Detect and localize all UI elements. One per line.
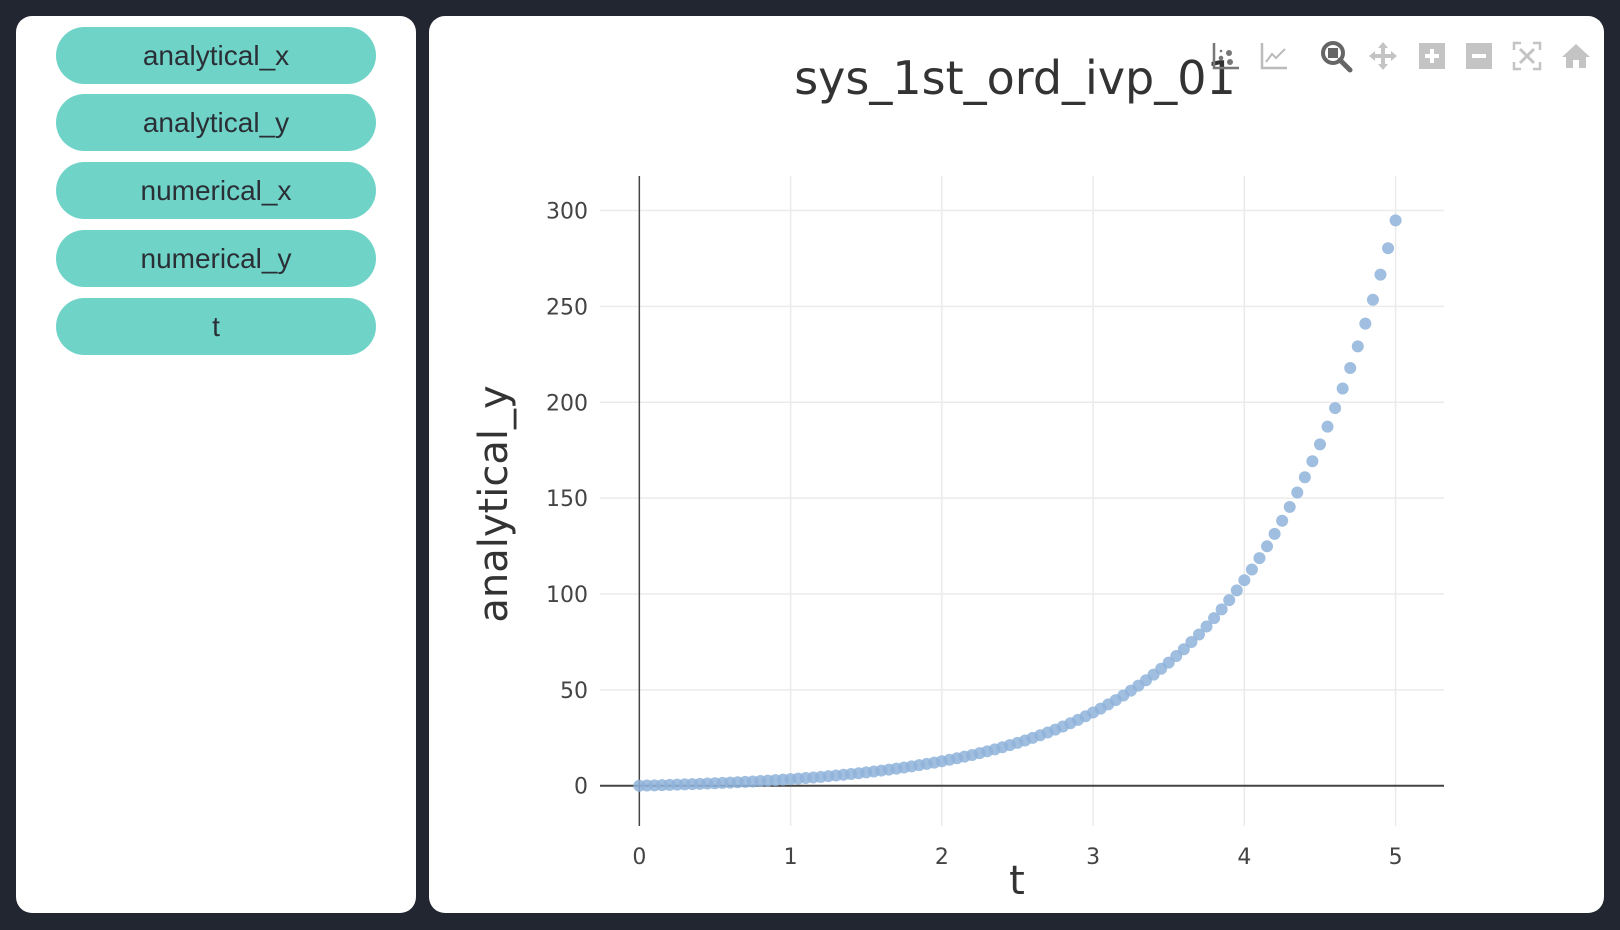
x-axis-label: t [1009,858,1025,904]
data-point [1329,402,1342,415]
variable-panel: analytical_x analytical_y numerical_x nu… [16,16,416,913]
x-tick-label: 3 [1086,845,1100,870]
plot-panel: 0 1 2 3 4 5 0 50 100 150 200 250 300 sys_1st_ord_ivp… [429,16,1604,913]
data-point [1374,268,1387,281]
data-point [1344,361,1357,374]
data-point [1359,317,1372,330]
data-point [1192,628,1205,641]
data-point [1177,643,1190,656]
data-point [1223,594,1236,607]
data-point [1283,500,1296,513]
zoom-in-icon[interactable] [1416,40,1448,72]
data-point [1382,242,1395,255]
grid [600,176,1444,826]
chart-title: sys_1st_ord_ivp_01 [794,51,1236,105]
scatter-plot-icon[interactable] [1210,40,1242,72]
x-tick-label: 4 [1237,845,1251,870]
data-point [1238,574,1251,587]
data-point [1351,340,1364,353]
data-point [1276,514,1289,527]
data-point [1215,603,1228,616]
y-tick-label: 250 [546,295,588,320]
data-points [633,214,1402,792]
data-point [1185,636,1198,649]
autoscale-icon[interactable] [1511,40,1543,72]
data-point [1298,471,1311,484]
y-tick-label: 200 [546,391,588,416]
data-point [1253,552,1266,565]
x-tick-label: 1 [784,845,798,870]
data-point [1261,540,1274,553]
variable-button-analytical-x[interactable]: analytical_x [56,27,376,84]
data-point [1268,527,1281,540]
data-point [1306,455,1319,468]
home-icon[interactable] [1560,40,1592,72]
line-chart-icon[interactable] [1258,40,1290,72]
x-tick-label: 2 [935,845,949,870]
variable-button-analytical-y[interactable]: analytical_y [56,94,376,151]
data-point [1208,612,1221,625]
variable-button-t[interactable]: t [56,298,376,355]
data-point [1230,584,1243,597]
y-axis-label: analytical_y [471,385,517,622]
data-point [1200,620,1213,633]
pan-icon[interactable] [1367,40,1399,72]
zoom-icon[interactable] [1319,40,1353,73]
data-point [1366,293,1379,306]
zoom-out-icon[interactable] [1463,40,1495,72]
y-tick-label: 150 [546,487,588,512]
y-tick-label: 100 [546,583,588,608]
data-point [1245,563,1258,576]
y-tick-label: 50 [560,679,588,704]
data-point [1336,382,1349,395]
data-point [1291,486,1304,499]
variable-button-numerical-y[interactable]: numerical_y [56,230,376,287]
data-point [1321,420,1334,433]
y-tick-label: 0 [574,775,588,800]
y-tick-label: 300 [546,200,588,225]
x-tick-label: 0 [632,845,646,870]
variable-button-numerical-x[interactable]: numerical_x [56,162,376,219]
data-point [1313,438,1326,451]
x-tick-label: 5 [1389,845,1403,870]
data-point [1389,214,1402,227]
